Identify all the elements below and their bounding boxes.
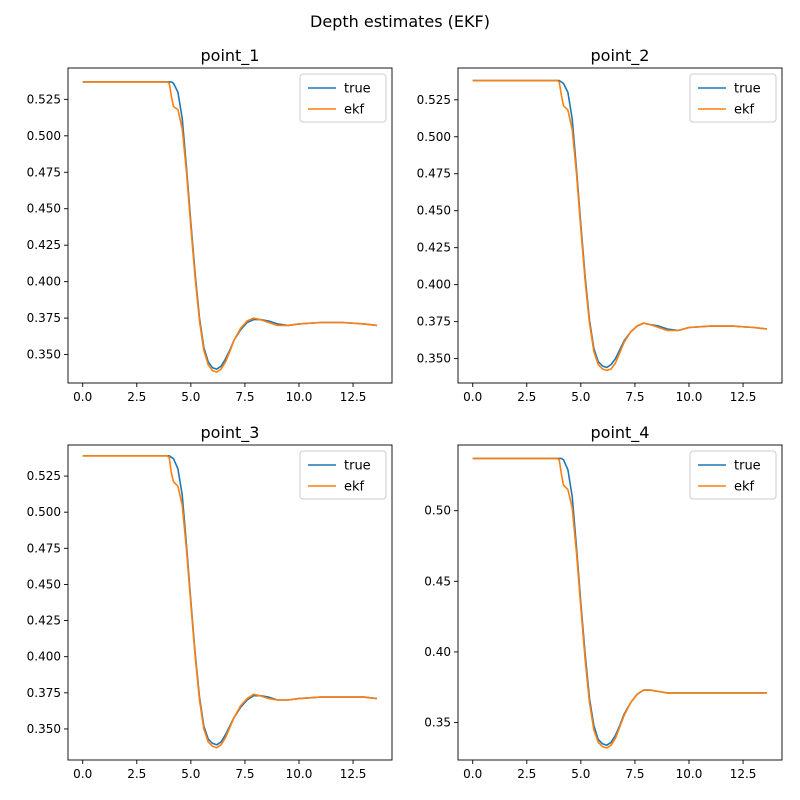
x-tick-label: 12.5 <box>730 390 757 404</box>
legend-label-true: true <box>734 459 761 474</box>
x-tick-label: 12.5 <box>730 767 757 781</box>
y-tick-label: 0.50 <box>424 504 451 518</box>
y-tick-label: 0.425 <box>417 241 451 255</box>
y-tick-label: 0.475 <box>417 167 451 181</box>
axes-frame <box>67 444 393 761</box>
legend: true ekf <box>689 73 777 123</box>
series-line-true <box>472 457 767 747</box>
subplot-title: point_3 <box>201 423 260 443</box>
legend-label-ekf: ekf <box>344 480 365 495</box>
subplot-1: point_1 0.0 2.5 5.0 7.5 10.0 12.5 0.350 0.375 0.4… <box>27 46 393 404</box>
y-tick-label: 0.400 <box>27 275 61 289</box>
x-tick-label: 0.0 <box>73 767 92 781</box>
x-tick-label: 5.0 <box>571 767 590 781</box>
y-tick-label: 0.35 <box>424 716 451 730</box>
x-tick-label: 5.0 <box>571 390 590 404</box>
y-tick-label: 0.350 <box>27 348 61 362</box>
series-line-true <box>82 81 377 370</box>
x-tick-label: 10.0 <box>286 767 313 781</box>
y-tick-label: 0.525 <box>417 93 451 107</box>
legend-box <box>299 450 387 500</box>
legend-box <box>299 73 387 123</box>
legend-label-true: true <box>344 82 371 97</box>
y-tick-label: 0.400 <box>27 650 61 664</box>
y-tick-label: 0.475 <box>27 165 61 179</box>
series-line-true <box>472 79 767 369</box>
y-tick-label: 0.500 <box>27 505 61 519</box>
y-tick-label: 0.400 <box>417 278 451 292</box>
legend-label-ekf: ekf <box>734 103 755 118</box>
legend-label-true: true <box>734 82 761 97</box>
y-tick-label: 0.350 <box>417 352 451 366</box>
x-tick-label: 12.5 <box>340 390 367 404</box>
y-tick-label: 0.375 <box>27 686 61 700</box>
y-tick-label: 0.375 <box>417 315 451 329</box>
x-tick-label: 5.0 <box>181 767 200 781</box>
y-tick-label: 0.475 <box>27 541 61 555</box>
series-group <box>472 457 767 749</box>
y-tick-label: 0.450 <box>417 204 451 218</box>
legend: true ekf <box>299 73 387 123</box>
series-line-ekf <box>82 454 377 749</box>
x-tick-label: 12.5 <box>340 767 367 781</box>
x-tick-label: 2.5 <box>127 767 146 781</box>
y-tick-label: 0.450 <box>27 202 61 216</box>
y-tick-label: 0.500 <box>27 129 61 143</box>
x-tick-label: 2.5 <box>517 390 536 404</box>
legend-label-ekf: ekf <box>344 103 365 118</box>
y-tick-label: 0.375 <box>27 311 61 325</box>
series-group <box>472 79 767 372</box>
x-tick-label: 0.0 <box>463 390 482 404</box>
x-tick-label: 7.5 <box>625 767 644 781</box>
y-tick-label: 0.500 <box>417 130 451 144</box>
subplot-title: point_1 <box>201 46 260 66</box>
legend-box <box>689 73 777 123</box>
x-tick-label: 10.0 <box>676 390 703 404</box>
subplot-title: point_4 <box>591 423 650 443</box>
y-tick-label: 0.525 <box>27 469 61 483</box>
axes-frame <box>457 67 783 384</box>
legend: true ekf <box>299 450 387 500</box>
y-tick-label: 0.525 <box>27 92 61 106</box>
subplot-title: point_2 <box>591 46 650 66</box>
subplot-3: point_3 0.0 2.5 5.0 7.5 10.0 12.5 0.350 0.375 0.4… <box>27 423 393 781</box>
legend: true ekf <box>689 450 777 500</box>
series-line-ekf <box>472 457 767 749</box>
x-tick-label: 10.0 <box>676 767 703 781</box>
series-group <box>82 81 377 373</box>
y-tick-label: 0.45 <box>424 574 451 588</box>
series-line-ekf <box>82 81 377 373</box>
x-tick-label: 2.5 <box>127 390 146 404</box>
y-tick-label: 0.425 <box>27 614 61 628</box>
y-tick-label: 0.450 <box>27 577 61 591</box>
legend-label-true: true <box>344 459 371 474</box>
axes-frame <box>67 67 393 384</box>
x-tick-label: 2.5 <box>517 767 536 781</box>
subplot-2: point_2 0.0 2.5 5.0 7.5 10.0 12.5 0.350 0.375 0.4… <box>417 46 783 404</box>
series-line-ekf <box>472 79 767 372</box>
x-tick-label: 7.5 <box>235 390 254 404</box>
series-group <box>82 454 377 749</box>
legend-box <box>689 450 777 500</box>
y-tick-label: 0.425 <box>27 238 61 252</box>
y-tick-label: 0.40 <box>424 645 451 659</box>
legend-label-ekf: ekf <box>734 480 755 495</box>
x-tick-label: 7.5 <box>235 767 254 781</box>
figure-title: Depth estimates (EKF) <box>310 12 490 31</box>
x-tick-label: 0.0 <box>463 767 482 781</box>
subplot-4: point_4 0.0 2.5 5.0 7.5 10.0 12.5 0.35 0.40 0.45 0… <box>424 423 783 781</box>
x-tick-label: 0.0 <box>73 390 92 404</box>
x-tick-label: 7.5 <box>625 390 644 404</box>
axes-frame <box>457 444 783 761</box>
x-tick-label: 5.0 <box>181 390 200 404</box>
x-tick-label: 10.0 <box>286 390 313 404</box>
y-tick-label: 0.350 <box>27 722 61 736</box>
